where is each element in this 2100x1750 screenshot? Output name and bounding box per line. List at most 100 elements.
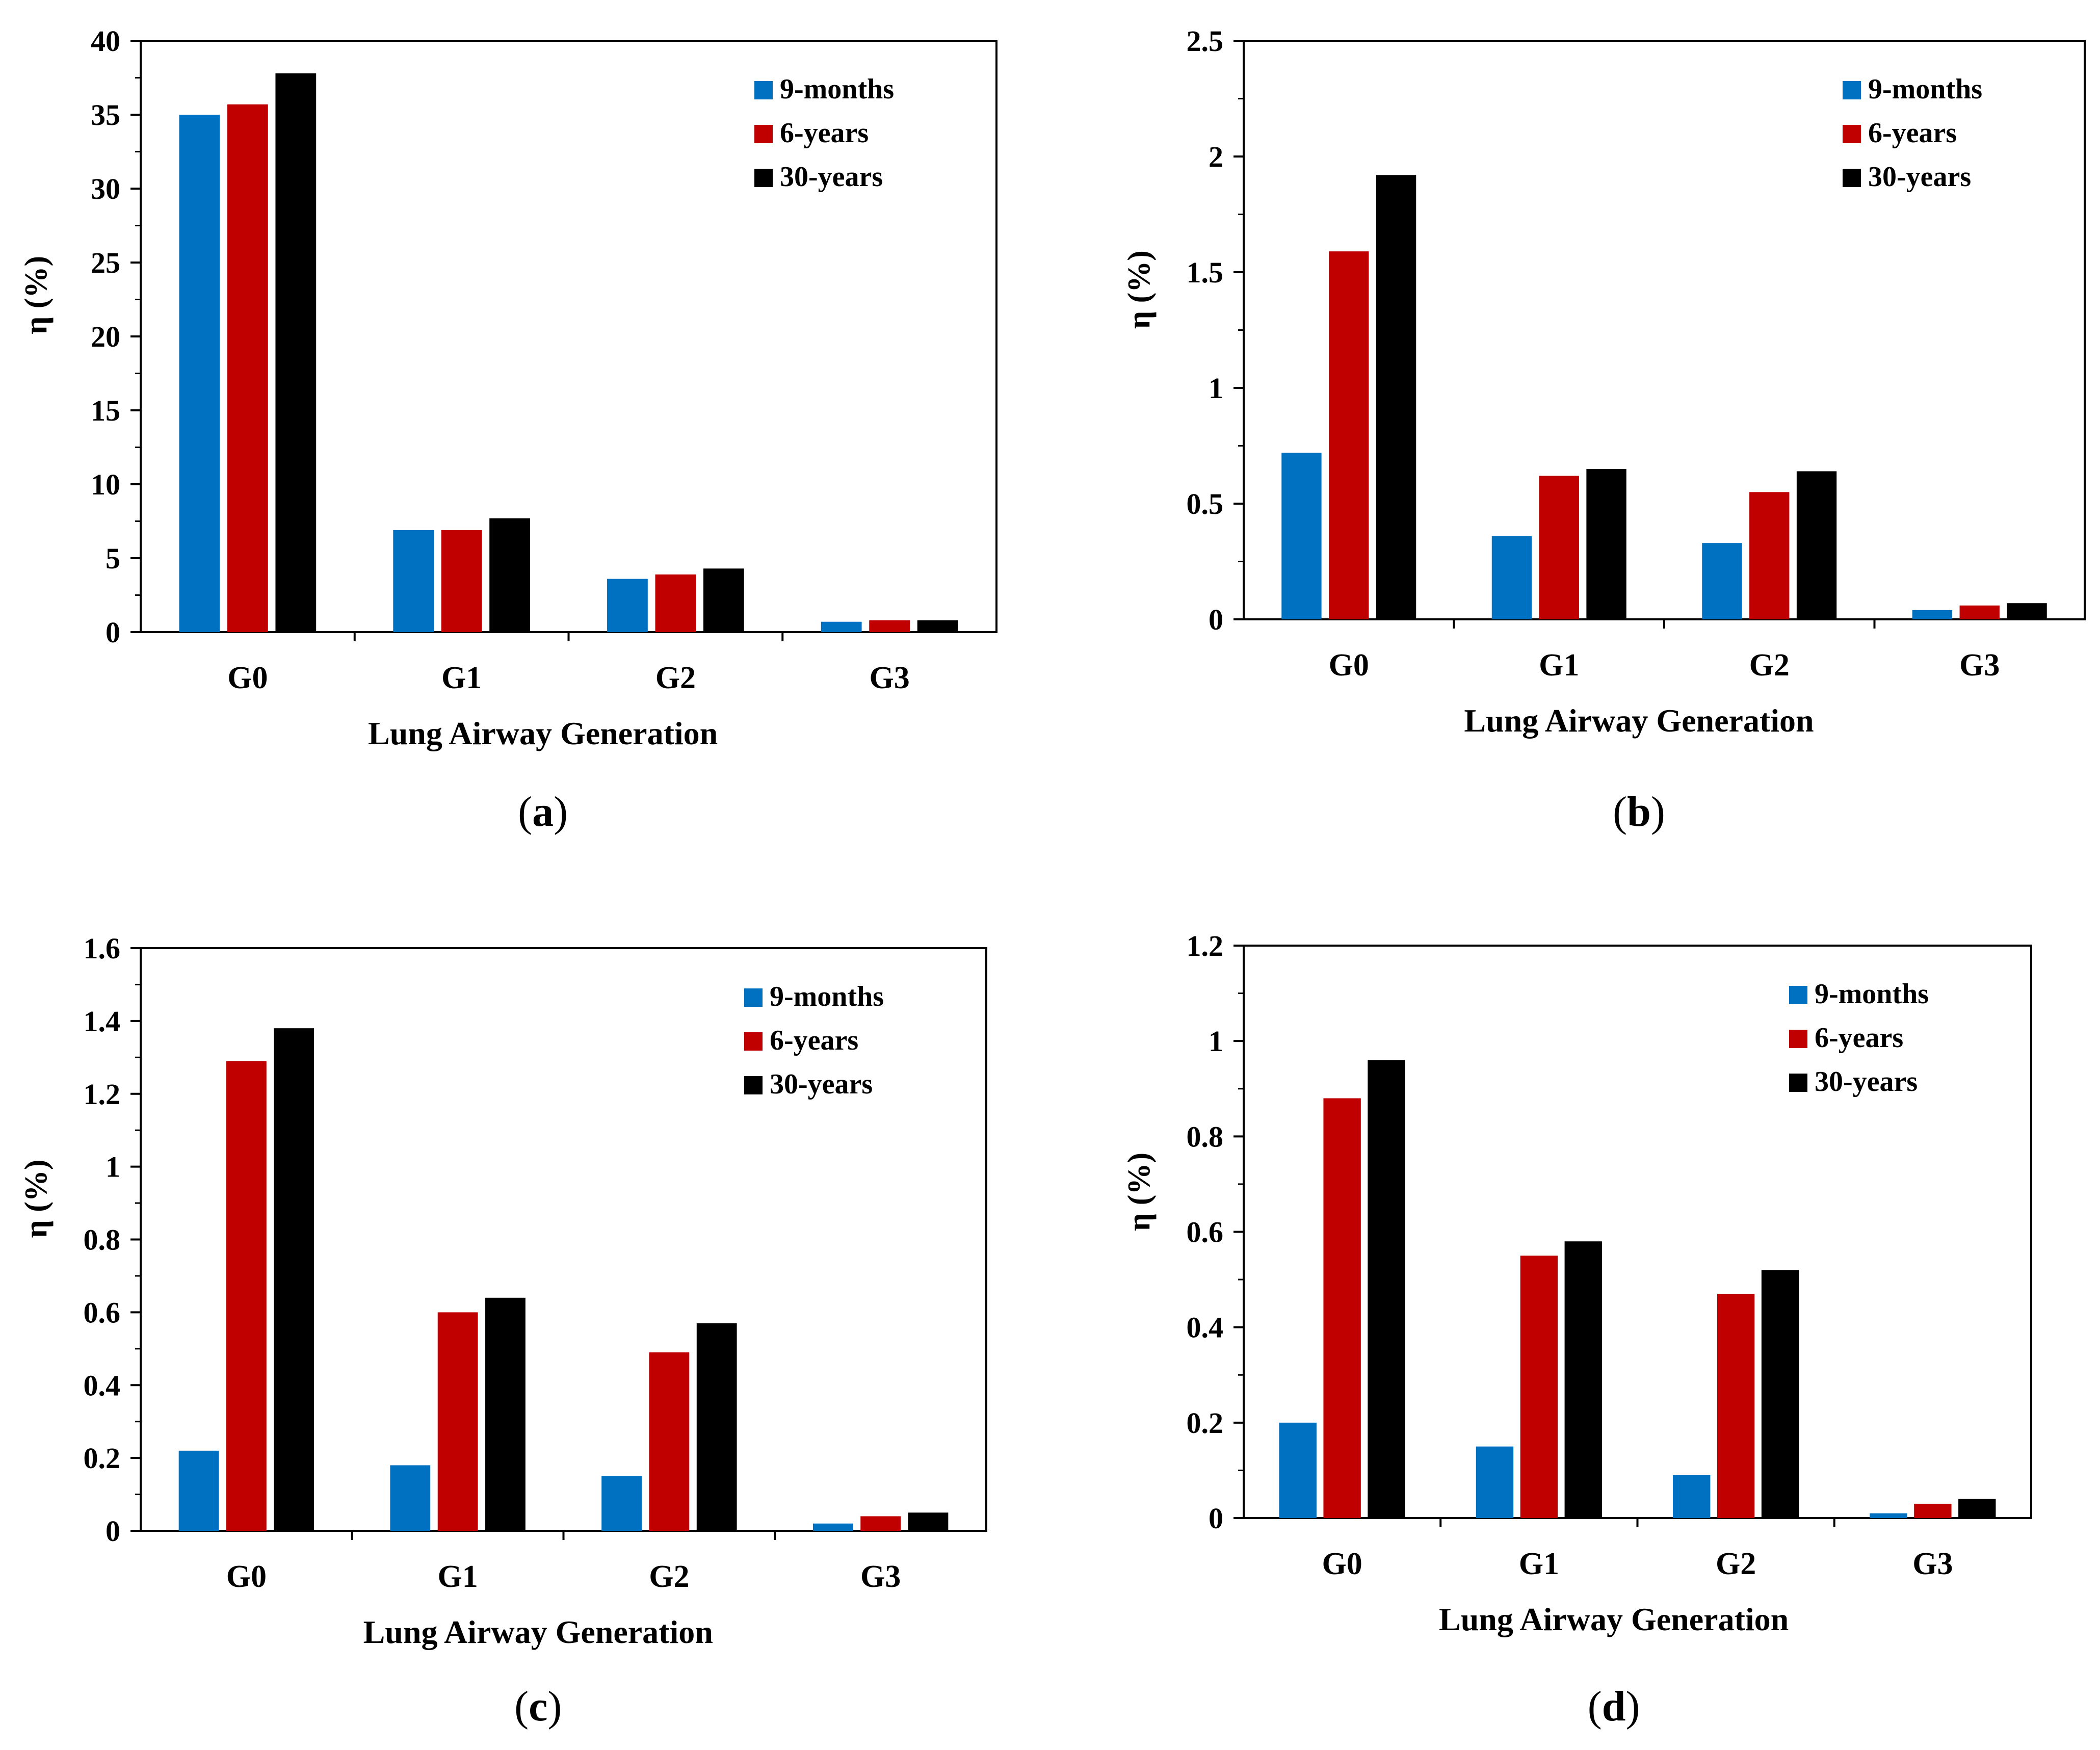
y-axis-title: η (%) <box>1122 1153 1157 1231</box>
bar-G3-30-years <box>2007 603 2047 619</box>
y-tick-label: 0.6 <box>84 1296 121 1329</box>
bar-G1-6-years <box>441 530 482 632</box>
x-category-label: G2 <box>1749 648 1790 683</box>
legend-swatch-30-years <box>754 169 773 187</box>
bar-G2-9-months <box>1673 1475 1711 1518</box>
y-tick-label: 1.6 <box>84 932 121 965</box>
bar-G3-9-months <box>821 621 862 632</box>
y-tick-label: 0.2 <box>84 1442 121 1475</box>
bar-G2-9-months <box>607 579 648 632</box>
bar-G1-6-years <box>437 1312 478 1531</box>
y-tick-label: 0.4 <box>84 1369 121 1402</box>
y-tick-label: 2.5 <box>1187 24 1224 58</box>
legend-label-6-years: 6-years <box>1868 117 1957 149</box>
x-category-label: G1 <box>441 661 482 695</box>
y-tick-label: 25 <box>91 246 120 279</box>
y-tick-label: 35 <box>91 98 120 132</box>
x-axis-title: Lung Airway Generation <box>368 715 718 751</box>
bar-G0-30-years <box>1376 175 1416 619</box>
y-tick-label: 10 <box>91 468 120 501</box>
chart-panel-a: 0 5 10 15 20 25 30 35 40 G0 G1 G2 G3 Lung Airway Gene… <box>19 24 998 835</box>
y-tick-label: 1 <box>1209 1025 1223 1058</box>
bar-G1-9-months <box>1476 1446 1514 1518</box>
x-axis-title: Lung Airway Generation <box>1439 1601 1789 1637</box>
bar-G0-6-years <box>227 104 268 633</box>
legend-swatch-6-years <box>744 1032 763 1051</box>
bar-G2-6-years <box>655 574 696 632</box>
bar-G2-9-months <box>1702 543 1742 619</box>
legend-label-30-years: 30-years <box>1815 1066 1918 1098</box>
legend-label-6-years: 6-years <box>1815 1022 1903 1054</box>
bar-G2-6-years <box>1749 492 1790 619</box>
legend-label-9-months: 9-months <box>1868 73 1982 105</box>
legend-label-30-years: 30-years <box>770 1068 873 1100</box>
y-axis-title: η (%) <box>1122 250 1157 329</box>
x-category-label: G3 <box>870 661 910 695</box>
y-tick-label: 20 <box>91 320 120 353</box>
legend-label-30-years: 30-years <box>1868 161 1971 193</box>
bar-G1-30-years <box>489 518 530 632</box>
y-axis-title: η (%) <box>19 256 54 334</box>
x-category-label: G0 <box>1322 1547 1362 1581</box>
chart-panel-c: 0 0.2 0.4 0.6 0.8 1 1.2 1.4 1.6 G0 G1 G2 G3 Lung Airw… <box>19 932 987 1730</box>
panel-caption: (c) <box>514 1683 562 1730</box>
bar-G1-9-months <box>1491 536 1532 619</box>
bar-G2-30-years <box>703 568 744 632</box>
y-tick-label: 40 <box>91 24 120 58</box>
y-tick-label: 1.4 <box>84 1005 121 1038</box>
x-category-label: G1 <box>438 1559 478 1594</box>
bar-G0-30-years <box>1368 1060 1405 1518</box>
legend-label-9-months: 9-months <box>780 73 894 105</box>
bar-G2-6-years <box>649 1352 690 1531</box>
bar-G3-6-years <box>860 1516 901 1531</box>
bar-G0-9-months <box>1279 1422 1317 1518</box>
y-tick-label: 0 <box>106 616 120 649</box>
bar-G3-30-years <box>908 1512 949 1531</box>
y-tick-label: 1 <box>1209 372 1223 405</box>
bar-G0-9-months <box>178 1450 219 1531</box>
legend-label-30-years: 30-years <box>780 161 883 193</box>
bar-G2-30-years <box>696 1323 737 1531</box>
y-tick-label: 30 <box>91 172 120 205</box>
bar-G2-6-years <box>1717 1294 1755 1518</box>
y-tick-label: 1.2 <box>1187 929 1224 962</box>
y-tick-label: 0 <box>106 1514 120 1548</box>
y-tick-label: 0.8 <box>1187 1120 1224 1153</box>
y-tick-label: 1 <box>106 1151 120 1184</box>
legend-label-6-years: 6-years <box>770 1025 858 1056</box>
y-tick-label: 0 <box>1209 1502 1223 1535</box>
y-tick-label: 2 <box>1209 140 1223 173</box>
bar-G3-9-months <box>812 1523 853 1531</box>
legend-swatch-30-years <box>744 1076 763 1094</box>
y-tick-label: 0 <box>1209 603 1223 636</box>
x-category-label: G1 <box>1519 1547 1559 1581</box>
bar-G1-6-years <box>1539 476 1579 619</box>
panel-caption: (b) <box>1613 788 1665 835</box>
y-tick-label: 0.4 <box>1187 1311 1224 1344</box>
bar-G2-30-years <box>1796 471 1837 619</box>
y-tick-label: 5 <box>106 542 120 575</box>
legend-swatch-30-years <box>1789 1074 1807 1092</box>
legend-label-6-years: 6-years <box>780 117 869 149</box>
x-category-label: G0 <box>227 661 268 695</box>
bar-G1-30-years <box>485 1297 526 1531</box>
legend-swatch-9-months <box>754 81 773 99</box>
legend-swatch-6-years <box>1843 125 1861 143</box>
bar-G0-9-months <box>1281 453 1322 619</box>
x-category-label: G2 <box>649 1559 689 1594</box>
bar-G0-30-years <box>274 1028 314 1531</box>
panel-caption: (d) <box>1588 1683 1640 1730</box>
bar-G3-6-years <box>1959 605 2000 619</box>
legend-swatch-9-months <box>744 988 763 1007</box>
y-tick-label: 15 <box>91 394 120 427</box>
y-tick-label: 1.5 <box>1187 256 1224 289</box>
bar-G3-9-months <box>1870 1513 1907 1518</box>
legend-label-9-months: 9-months <box>770 981 884 1012</box>
bar-G0-6-years <box>1329 251 1369 619</box>
x-axis-title: Lung Airway Generation <box>363 1614 713 1650</box>
y-axis-title: η (%) <box>19 1159 54 1238</box>
y-tick-label: 1.2 <box>84 1078 121 1111</box>
x-category-label: G3 <box>860 1559 901 1594</box>
bar-G1-9-months <box>393 530 434 632</box>
bar-G1-6-years <box>1520 1256 1558 1518</box>
